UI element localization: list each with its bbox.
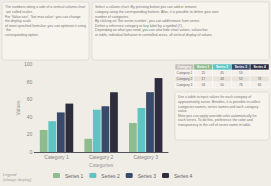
svg-text:Define a reference category or: Define a reference category or key label… [95, 24, 183, 28]
svg-text:Category 1: Category 1 [177, 71, 193, 75]
svg-text:53: 53 [239, 77, 243, 81]
svg-text:Category 3: Category 3 [177, 83, 193, 87]
svg-text:of most specified formulas; yo: of most specified formulas; you can opti… [5, 24, 86, 28]
svg-text:the display scale: the display scale [5, 19, 31, 23]
svg-text:34: 34 [201, 83, 205, 87]
svg-text:the: the [5, 28, 11, 32]
svg-text:For 'Value axis', 'Set max val: For 'Value axis', 'Set max value': you c… [5, 15, 82, 19]
svg-text:Categories: Categories [89, 162, 114, 168]
svg-text:number of categories.: number of categories. [95, 15, 129, 19]
svg-text:40: 40 [27, 114, 33, 120]
svg-text:value.: value. [178, 109, 187, 113]
svg-text:Series 3: Series 3 [235, 65, 247, 69]
svg-text:each series. To do this, prefe: each series. To do this, preference the … [178, 118, 253, 122]
svg-text:Category 2: Category 2 [89, 154, 114, 160]
svg-text:are called scales.: are called scales. [5, 10, 33, 14]
svg-text:or table, individual behavior: or table, individual behavior in control… [95, 33, 213, 37]
svg-text:0: 0 [29, 149, 32, 155]
svg-text:(always display): (always display) [3, 177, 32, 182]
svg-text:53: 53 [239, 71, 243, 75]
svg-text:Series 1: Series 1 [65, 173, 84, 179]
svg-text:corresponding option.: corresponding option. [5, 33, 39, 37]
svg-text:Series 2: Series 2 [216, 65, 228, 69]
svg-text:78: 78 [258, 77, 262, 81]
svg-text:approximately series. Besides,: approximately series. Besides, it is pos… [178, 100, 260, 104]
svg-text:transparency in the cell of se: transparency in the cell of series name … [178, 123, 251, 127]
svg-text:Depending on what you need, yo: Depending on what you need, you can also… [95, 28, 208, 32]
svg-text:The numbers along a side of a: The numbers along a side of a vertical c… [5, 5, 85, 9]
svg-text:Category 2: Category 2 [177, 77, 193, 81]
svg-text:Series 4: Series 4 [253, 65, 265, 69]
svg-text:25: 25 [201, 71, 205, 75]
svg-text:17: 17 [201, 77, 205, 81]
svg-text:50: 50 [220, 83, 224, 87]
svg-text:By clicking on 'Set series num: By clicking on 'Set series number', you … [95, 19, 200, 23]
svg-text:Use a table to input values fo: Use a table to input values for each cat… [178, 95, 251, 99]
svg-text:Select a column chart. By pres: Select a column chart. By pressing butto… [95, 5, 196, 9]
svg-text:45: 45 [220, 71, 224, 75]
svg-text:48: 48 [220, 77, 224, 81]
svg-text:Category: Category [177, 65, 191, 69]
svg-text:Series 4: Series 4 [174, 173, 193, 179]
svg-text:categories names, series names: categories names, series names and each … [178, 105, 259, 109]
svg-text:Series 3: Series 3 [138, 173, 157, 179]
svg-text:Series 1: Series 1 [197, 65, 209, 69]
svg-text:category using the correspondi: category using the corresponding buttons… [95, 10, 218, 14]
svg-text:Values: Values [15, 100, 21, 115]
svg-text:Series 2: Series 2 [101, 173, 120, 179]
svg-text:100: 100 [24, 61, 33, 67]
svg-text:78: 78 [239, 83, 243, 87]
svg-text:84: 84 [258, 83, 262, 87]
svg-text:60: 60 [27, 96, 33, 102]
svg-text:Category 1: Category 1 [44, 154, 69, 160]
svg-text:Note you can apply override co: Note you can apply override color automa… [178, 114, 257, 118]
svg-text:80: 80 [27, 79, 33, 85]
svg-text:20: 20 [27, 131, 33, 137]
svg-text:Legend: Legend [3, 172, 17, 177]
svg-text:Category 3: Category 3 [133, 154, 158, 160]
